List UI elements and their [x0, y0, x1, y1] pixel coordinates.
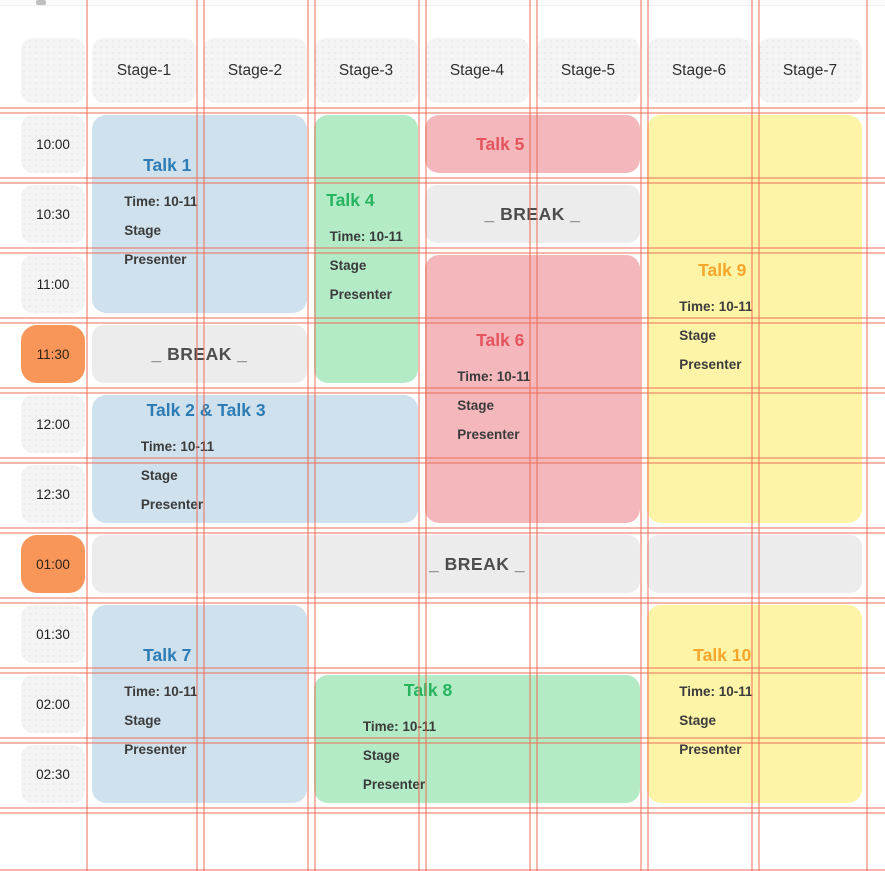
talk-detail: Presenter [140, 496, 204, 512]
stage-header-5: Stage-5 [536, 38, 640, 103]
talk-9[interactable]: Talk 9 Time: 10-11 Stage Presenter [647, 115, 862, 523]
talk-detail: Stage [329, 257, 367, 273]
talk-detail: Presenter [124, 251, 187, 267]
talk-detail: Stage [679, 712, 717, 728]
break-1130-segment [92, 325, 307, 383]
time-label: 01:00 [36, 556, 70, 572]
time-label: 02:30 [36, 766, 70, 782]
time-label: 12:00 [36, 416, 70, 432]
talk-detail: Time: 10-11 [140, 438, 215, 454]
talk-detail: Presenter [124, 741, 187, 757]
talk-detail: Presenter [679, 356, 742, 372]
time-cell-0230: 02:30 [21, 745, 85, 803]
talk-7[interactable]: Talk 7 Time: 10-11 Stage Presenter [92, 605, 307, 803]
time-cell-1000: 10:00 [21, 115, 85, 173]
talk-detail: Time: 10-11 [124, 193, 198, 209]
talk-detail: Presenter [362, 776, 426, 792]
talk-detail: Presenter [457, 426, 520, 442]
corner-header-cell [21, 38, 85, 103]
top-strip-artifact [0, 0, 885, 6]
talk-title: Talk 10 [693, 644, 752, 665]
time-cell-1030: 10:30 [21, 185, 85, 243]
overlay-hline [0, 812, 885, 814]
talk-title: Talk 7 [143, 644, 192, 665]
talk-detail: Time: 10-11 [124, 683, 198, 699]
talk-detail: Time: 10-11 [457, 368, 531, 384]
cropped-text-artifact [36, 0, 46, 5]
stage-header-6: Stage-6 [647, 38, 751, 103]
stage-header-3: Stage-3 [314, 38, 418, 103]
stage-header-1: Stage-1 [92, 38, 196, 103]
time-label: 11:00 [36, 276, 70, 292]
talk-detail: Stage [457, 397, 495, 413]
talk-detail: Time: 10-11 [679, 683, 753, 699]
talk-title: Talk 4 [326, 189, 375, 210]
talk-detail: Stage [124, 712, 162, 728]
time-cell-0200: 02:00 [21, 675, 85, 733]
talk-detail: Stage [679, 327, 717, 343]
time-cell-1130: 11:30 [21, 325, 85, 383]
time-cell-1100: 11:00 [21, 255, 85, 313]
break-1030-segment [425, 185, 640, 243]
time-cell-0100: 01:00 [21, 535, 85, 593]
talk-detail: Time: 10-11 [679, 298, 753, 314]
talk-10[interactable]: Talk 10 Time: 10-11 Stage Presenter [647, 605, 862, 803]
talk-detail: Time: 10-11 [329, 228, 403, 244]
time-label: 12:30 [36, 486, 70, 502]
talk-8[interactable]: Talk 8 Time: 10-11 Stage Presenter [314, 675, 640, 803]
stage-header-4: Stage-4 [425, 38, 529, 103]
break-1130-label: _ BREAK _ [151, 343, 248, 364]
talk-title: Talk 8 [403, 679, 453, 700]
time-label: 11:30 [36, 346, 70, 362]
time-cell-0130: 01:30 [21, 605, 85, 663]
time-label: 01:30 [36, 626, 70, 642]
talk-title: Talk 5 [476, 133, 525, 154]
talk-detail: Presenter [679, 741, 742, 757]
overlay-hline [0, 807, 885, 809]
stage-header-label: Stage-6 [671, 61, 727, 79]
stage-header-label: Stage-7 [782, 61, 838, 79]
talk-6[interactable]: Talk 6 Time: 10-11 Stage Presenter [425, 255, 640, 523]
stage-header-label: Stage-1 [116, 61, 172, 79]
stage-header-7: Stage-7 [758, 38, 862, 103]
talk-title: Talk 2 & Talk 3 [146, 399, 266, 420]
talk-detail: Presenter [329, 286, 392, 302]
stage-header-label: Stage-2 [227, 61, 283, 79]
talk-2-3[interactable]: Talk 2 & Talk 3 Time: 10-11 Stage Presenter [92, 395, 418, 523]
talk-5[interactable]: Talk 5 [425, 115, 640, 173]
talk-1[interactable]: Talk 1 Time: 10-11 Stage Presenter [92, 115, 307, 313]
talk-4[interactable]: Talk 4 Time: 10-11 Stage Presenter [314, 115, 418, 383]
talk-title: Talk 9 [698, 259, 747, 280]
time-label: 10:30 [36, 206, 70, 222]
time-label: 10:00 [36, 136, 70, 152]
talk-detail: Stage [140, 467, 178, 483]
break-0100-label: _ BREAK _ [429, 553, 525, 574]
stage-header-2: Stage-2 [203, 38, 307, 103]
talk-title: Talk 1 [143, 154, 192, 175]
break-0100-segment [92, 535, 640, 593]
schedule-grid: Stage-1 Stage-2 Stage-3 Stage-4 Stage-5 Stage… [21, 38, 862, 803]
stage-header-label: Stage-3 [338, 61, 394, 79]
stage-header-label: Stage-4 [449, 61, 505, 79]
time-cell-1230: 12:30 [21, 465, 85, 523]
talk-title: Talk 6 [476, 329, 525, 350]
talk-detail: Stage [362, 747, 400, 763]
break-1030-label: _ BREAK _ [484, 203, 581, 224]
overlay-vline [866, 0, 868, 871]
break-0100-segment [647, 535, 862, 593]
talk-detail: Time: 10-11 [362, 718, 437, 734]
talk-detail: Stage [124, 222, 162, 238]
time-label: 02:00 [36, 696, 70, 712]
time-cell-1200: 12:00 [21, 395, 85, 453]
stage-header-label: Stage-5 [560, 61, 616, 79]
